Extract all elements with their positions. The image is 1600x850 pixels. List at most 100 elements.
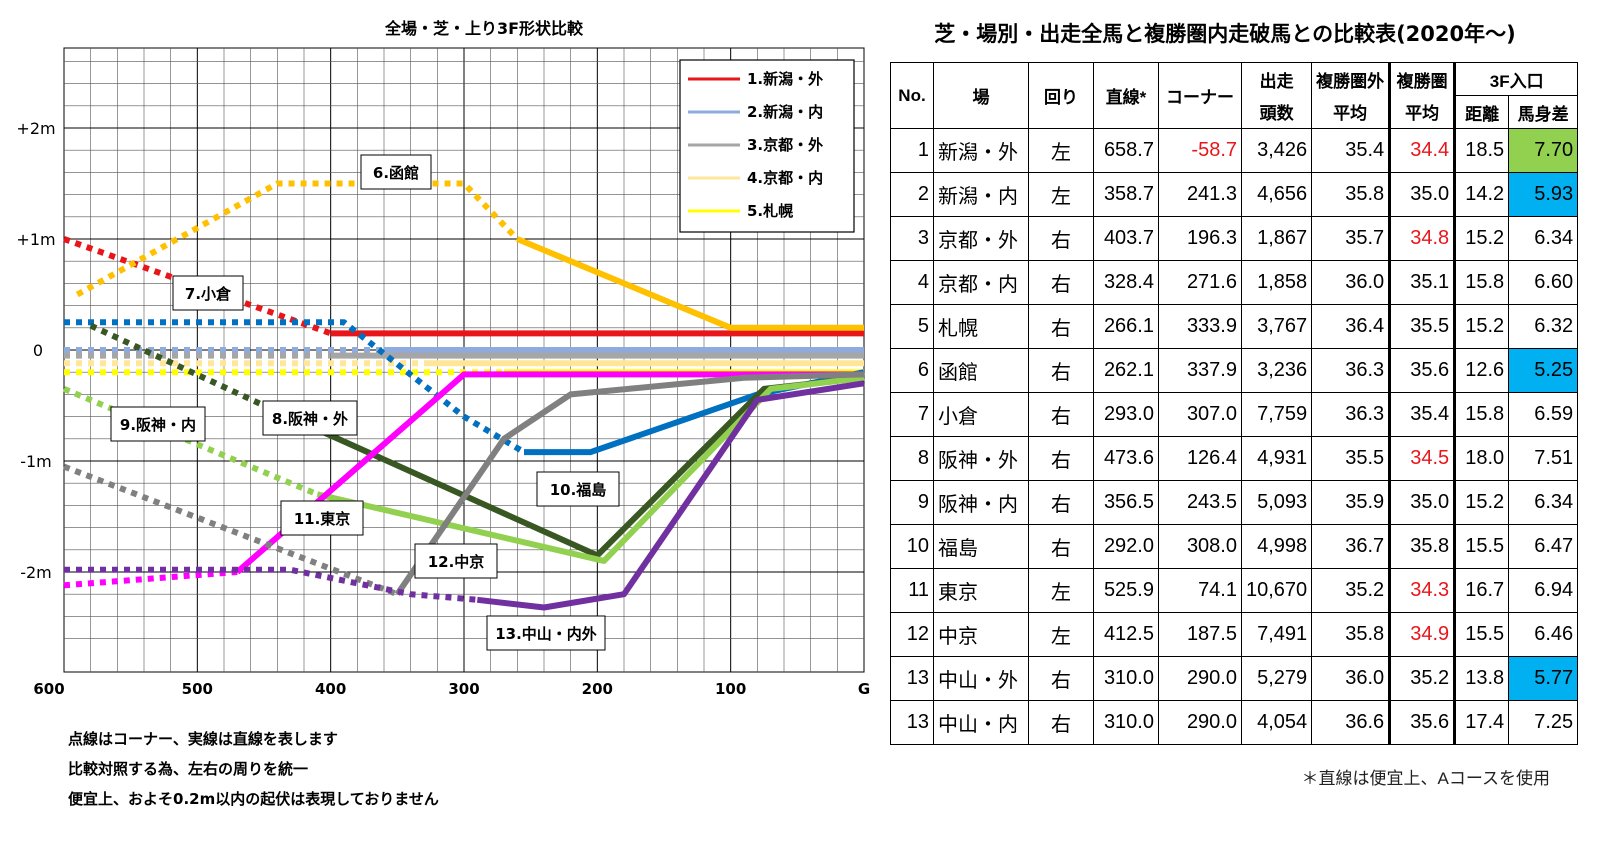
row-direction: 右: [1028, 524, 1094, 569]
row-no: 10: [890, 524, 934, 569]
row-runners: 4,931: [1240, 436, 1313, 481]
row-venue: 福島: [933, 524, 1029, 569]
header-venue: 場: [933, 62, 1029, 129]
row-straight: 310.0: [1093, 700, 1159, 745]
row-outside-avg: 35.5: [1311, 436, 1391, 481]
row-distance: 14.2: [1453, 172, 1510, 217]
row-outside-avg: 36.3: [1311, 392, 1391, 437]
row-runners: 3,426: [1240, 128, 1313, 173]
row-venue: 札幌: [933, 304, 1029, 349]
series-line: [62, 386, 319, 498]
row-no: 13: [890, 656, 934, 701]
row-inside-avg: 34.3: [1388, 568, 1457, 613]
row-direction: 右: [1028, 700, 1094, 745]
series-callout-label: 10.福島: [550, 481, 607, 499]
row-outside-avg: 36.6: [1311, 700, 1391, 745]
header-corner: コーナー: [1158, 62, 1242, 129]
row-no: 11: [890, 568, 934, 613]
row-corner: 333.9: [1158, 304, 1242, 349]
row-margin: 6.32: [1508, 304, 1579, 349]
row-inside-avg: 34.9: [1388, 612, 1457, 657]
table-row: 10 福島右 292.0 308.0 4,998 36.7 35.8 15.5 6.47: [890, 524, 1579, 569]
row-runners: 10,670: [1240, 568, 1313, 613]
row-no: 7: [890, 392, 934, 437]
row-outside-avg: 36.0: [1311, 260, 1391, 305]
row-inside-avg: 35.6: [1388, 348, 1457, 393]
row-distance: 15.8: [1453, 392, 1510, 437]
table-row: 1 新潟・外左 658.7 -58.7 3,426 35.4 34.4 18.5 7.70: [890, 128, 1579, 173]
row-margin: 6.34: [1508, 216, 1579, 261]
row-direction: 右: [1028, 392, 1094, 437]
row-venue: 函館: [933, 348, 1029, 393]
series-callout-label: 11.東京: [294, 510, 351, 528]
row-inside-avg: 34.4: [1388, 128, 1457, 173]
row-corner: 271.6: [1158, 260, 1242, 305]
row-direction: 右: [1028, 348, 1094, 393]
comparison-table: No. 場 回り 直線* コーナー 出走 複勝圏外 複勝圏 3F入口 頭数 平均…: [890, 62, 1579, 745]
header-runners: 出走: [1240, 62, 1313, 96]
row-margin: 5.25: [1508, 348, 1579, 393]
series-line: [89, 322, 266, 409]
series-callout-label: 13.中山・内外: [495, 625, 597, 643]
legend-label: 3.京都・外: [747, 136, 823, 154]
row-outside-avg: 36.0: [1311, 656, 1391, 701]
row-distance: 15.2: [1453, 480, 1510, 525]
legend-label: 5.札幌: [747, 202, 793, 220]
note-line: 便宜上、およそ0.2m以内の起伏は表現しておりません: [68, 790, 439, 808]
row-outside-avg: 36.4: [1311, 304, 1391, 349]
x-tick-label: 400: [315, 680, 346, 698]
row-corner: 290.0: [1158, 656, 1242, 701]
row-venue: 新潟・外: [933, 128, 1029, 173]
header-direction: 回り: [1028, 62, 1094, 129]
row-straight: 658.7: [1093, 128, 1159, 173]
row-outside-avg: 35.9: [1311, 480, 1391, 525]
series-callout-label: 6.函館: [373, 164, 419, 182]
row-venue: 中山・内: [933, 700, 1029, 745]
row-distance: 12.6: [1453, 348, 1510, 393]
row-runners: 3,767: [1240, 304, 1313, 349]
row-corner: 241.3: [1158, 172, 1242, 217]
row-corner: 187.5: [1158, 612, 1242, 657]
row-corner: 74.1: [1158, 568, 1242, 613]
row-inside-avg: 35.2: [1388, 656, 1457, 701]
x-tick-label: 100: [715, 680, 746, 698]
row-outside-avg: 35.8: [1311, 612, 1391, 657]
row-no: 1: [890, 128, 934, 173]
table-row: 2 新潟・内左 358.7 241.3 4,656 35.8 35.0 14.2 5.93: [890, 172, 1579, 217]
row-runners: 4,998: [1240, 524, 1313, 569]
row-inside-avg: 35.6: [1388, 700, 1457, 745]
series-line: [63, 569, 238, 589]
row-corner: 307.0: [1158, 392, 1242, 437]
row-direction: 左: [1028, 612, 1094, 657]
y-tick-label: +2m: [16, 119, 55, 138]
row-outside-avg: 35.4: [1311, 128, 1391, 173]
series-callout-box: [262, 400, 358, 436]
row-no: 12: [890, 612, 934, 657]
row-runners: 1,867: [1240, 216, 1313, 261]
row-no: 13: [890, 700, 934, 745]
row-distance: 18.5: [1453, 128, 1510, 173]
row-distance: 15.5: [1453, 524, 1510, 569]
row-margin: 7.70: [1508, 128, 1579, 173]
row-runners: 3,236: [1240, 348, 1313, 393]
y-tick-label: +1m: [16, 230, 55, 249]
series-line: [476, 380, 865, 611]
row-corner: 196.3: [1158, 216, 1242, 261]
y-tick-label: 0: [33, 341, 43, 360]
row-straight: 412.5: [1093, 612, 1159, 657]
table-body: 1 新潟・外左 658.7 -58.7 3,426 35.4 34.4 18.5 7.70 2 新潟…: [890, 128, 1579, 745]
table-row: 8 阪神・外右 473.6 126.4 4,931 35.5 34.5 18.0 7.51: [890, 436, 1579, 481]
row-distance: 16.7: [1453, 568, 1510, 613]
table-row: 7 小倉右 293.0 307.0 7,759 36.3 35.4 15.8 6.59: [890, 392, 1579, 437]
series-callout-box: [486, 615, 606, 651]
note-line: 点線はコーナー、実線は直線を表します: [68, 730, 338, 748]
row-corner: 243.5: [1158, 480, 1242, 525]
row-margin: 6.60: [1508, 260, 1579, 305]
header-outside-avg-sub: 平均: [1311, 95, 1391, 129]
row-venue: 中京: [933, 612, 1029, 657]
row-straight: 356.5: [1093, 480, 1159, 525]
row-venue: 中山・外: [933, 656, 1029, 701]
row-outside-avg: 35.7: [1311, 216, 1391, 261]
row-corner: 308.0: [1158, 524, 1242, 569]
row-inside-avg: 35.5: [1388, 304, 1457, 349]
